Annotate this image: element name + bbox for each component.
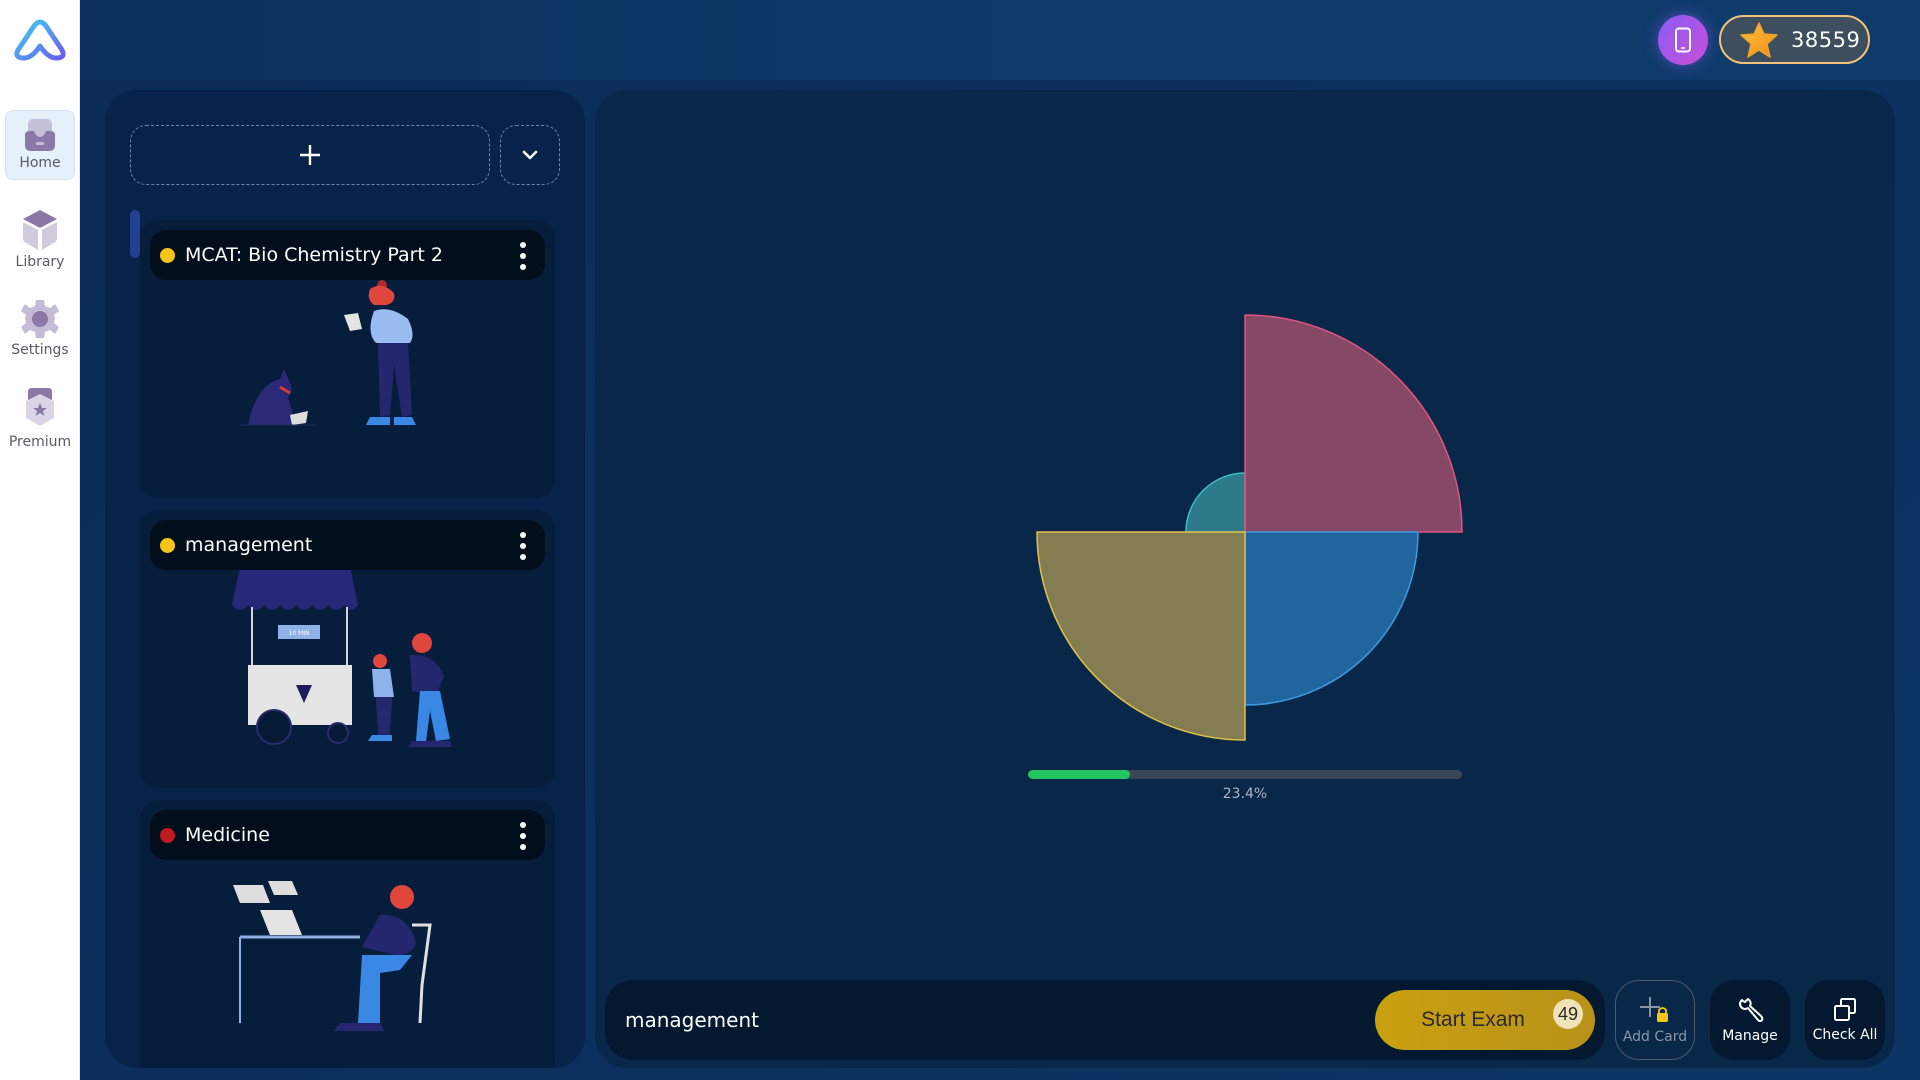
- deck-title: MCAT: Bio Chemistry Part 2: [185, 244, 443, 266]
- manage-button[interactable]: Manage: [1710, 980, 1790, 1060]
- status-dot: [160, 537, 175, 553]
- deck-list-scrollbar[interactable]: [130, 210, 140, 258]
- deck-card[interactable]: Medicine: [140, 800, 555, 1068]
- chart-sector-2[interactable]: [1244, 531, 1419, 706]
- chevron-down-icon: [522, 150, 538, 160]
- deck-title: management: [185, 534, 313, 556]
- deck-card-header: Medicine: [150, 810, 545, 860]
- app-logo[interactable]: [10, 16, 70, 62]
- deck-card-header: MCAT: Bio Chemistry Part 2: [150, 230, 545, 280]
- star-icon: [1740, 21, 1778, 58]
- cube-icon: [23, 210, 57, 250]
- status-dot: [160, 827, 175, 843]
- phone-icon: [1675, 27, 1691, 53]
- exam-bar: management Start Exam 49: [605, 980, 1605, 1060]
- progress-label: 23.4%: [1222, 786, 1268, 802]
- sidebar-item-settings[interactable]: Settings: [5, 292, 75, 362]
- woman-with-dog-illustration: [240, 280, 416, 426]
- progress-bar: [1028, 770, 1462, 779]
- sidebar-item-premium[interactable]: Premium: [5, 382, 75, 452]
- start-exam-label: Start Exam: [1421, 1008, 1525, 1031]
- deck-title: Medicine: [185, 824, 270, 846]
- sidebar: Home Library Settings Premium: [0, 0, 80, 1080]
- sidebar-item-label: Home: [19, 155, 61, 171]
- points-counter[interactable]: 38559: [1719, 15, 1870, 64]
- woman-at-laptop-illustration: [233, 881, 432, 1031]
- add-card-label: Add Card: [1622, 1029, 1688, 1045]
- manage-label: Manage: [1722, 1028, 1778, 1044]
- top-header: 38559: [80, 0, 1920, 80]
- deck-options-button[interactable]: [519, 242, 527, 270]
- copy-stack-icon: [1834, 998, 1856, 1021]
- wrench-icon: [1739, 998, 1764, 1022]
- add-card-button[interactable]: Add Card: [1615, 980, 1695, 1060]
- plus-icon: [300, 145, 320, 165]
- check-all-button[interactable]: Check All: [1805, 980, 1885, 1060]
- check-all-label: Check All: [1812, 1027, 1878, 1043]
- selected-deck-name: management: [625, 1008, 759, 1032]
- cart-sign: 10 MIN: [289, 630, 310, 637]
- progress-fill: [1028, 770, 1130, 779]
- sidebar-item-label: Settings: [11, 342, 69, 358]
- sidebar-item-label: Premium: [8, 434, 72, 450]
- card-count-badge: 49: [1553, 999, 1583, 1029]
- deck-card[interactable]: management 10 MIN: [140, 510, 555, 788]
- home-icon: [25, 119, 55, 151]
- status-dot: [160, 247, 175, 263]
- premium-badge-icon: [26, 388, 54, 426]
- add-deck-button[interactable]: [130, 125, 490, 185]
- chart-sector-1[interactable]: [1244, 314, 1463, 533]
- ice-cream-cart-illustration: 10 MIN: [232, 567, 452, 747]
- deck-sort-dropdown[interactable]: [500, 125, 560, 185]
- points-value: 38559: [1791, 27, 1861, 52]
- sidebar-item-label: Library: [15, 254, 65, 270]
- chart-sector-4[interactable]: [1185, 472, 1246, 533]
- deck-options-button[interactable]: [519, 822, 527, 850]
- plus-lock-icon: [1640, 997, 1668, 1022]
- start-exam-button[interactable]: Start Exam 49: [1375, 990, 1595, 1050]
- deck-card[interactable]: MCAT: Bio Chemistry Part 2: [140, 220, 555, 498]
- deck-options-button[interactable]: [519, 532, 527, 560]
- chart-sector-3[interactable]: [1036, 531, 1246, 741]
- deck-card-header: management: [150, 520, 545, 570]
- sidebar-item-library[interactable]: Library: [5, 202, 75, 272]
- sidebar-item-home[interactable]: Home: [5, 110, 75, 180]
- deck-list-panel: MCAT: Bio Chemistry Part 2 management: [105, 90, 585, 1068]
- polar-area-chart: [1036, 314, 1463, 741]
- deck-overview-panel: 23.4% management Start Exam 49 Add Card …: [595, 90, 1895, 1068]
- mobile-app-button[interactable]: [1658, 15, 1708, 65]
- gear-icon: [21, 300, 59, 338]
